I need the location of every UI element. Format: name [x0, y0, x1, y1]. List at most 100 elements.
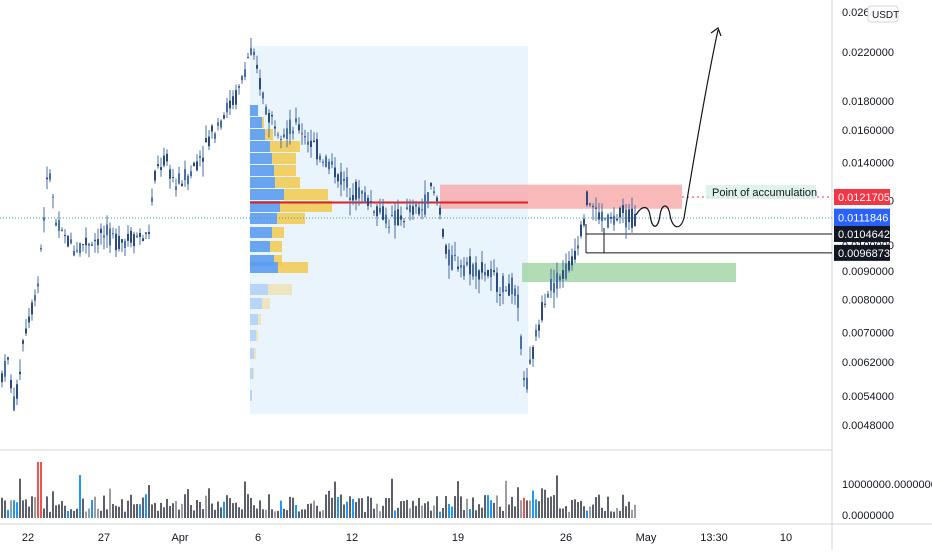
volume-bar — [259, 500, 261, 518]
volume-bar — [49, 511, 51, 518]
volume-bar — [481, 507, 483, 518]
volume-bar — [601, 507, 603, 518]
candle-body — [472, 264, 474, 277]
volume-bar — [103, 495, 105, 518]
candle-body — [343, 179, 345, 181]
volume-bar — [286, 510, 288, 518]
candle-body — [7, 357, 9, 360]
candle-body — [439, 207, 441, 215]
candle-body — [385, 214, 387, 224]
price-label-box — [834, 225, 890, 242]
volume-bar — [40, 462, 42, 518]
candle-body — [43, 217, 45, 221]
volume-bar — [205, 495, 207, 518]
volume-bar — [64, 505, 66, 518]
candle-body — [433, 191, 435, 193]
time-tick-label: Apr — [171, 532, 188, 544]
volume-bar — [331, 497, 333, 518]
price-tick-label: 0.0054000 — [842, 391, 894, 403]
candle-body — [376, 206, 378, 217]
price-label-value: 0.0111846 — [838, 213, 888, 225]
candle-body — [22, 340, 24, 344]
currency-badge[interactable] — [867, 5, 899, 23]
volume-bar — [22, 500, 24, 518]
volume-bar — [328, 490, 330, 518]
candle-body — [1, 373, 3, 383]
candle-body — [316, 139, 318, 160]
candle-body — [28, 316, 30, 323]
candle-body — [541, 302, 543, 321]
candle-body — [631, 208, 633, 228]
candle-body — [373, 211, 375, 213]
volume-bar — [595, 497, 597, 518]
volume-bar — [388, 498, 390, 518]
volume-bar — [436, 496, 438, 518]
candle-body — [529, 359, 531, 364]
candle-body — [217, 122, 219, 126]
volume-bar — [403, 500, 405, 518]
volume-profile-bar — [253, 368, 254, 379]
volume-bar — [571, 500, 573, 518]
candle-body — [118, 235, 120, 249]
candle-body — [451, 255, 453, 270]
volume-bar — [229, 498, 231, 518]
candle-body — [202, 157, 204, 162]
candle-body — [136, 235, 138, 238]
volume-bar — [475, 510, 477, 518]
candle-body — [514, 288, 516, 296]
volume-profile-bar — [250, 177, 275, 188]
candle-body — [430, 182, 432, 187]
volume-bar — [169, 506, 171, 518]
volume-bar — [391, 478, 393, 518]
candle-body — [487, 269, 489, 277]
candle-body — [436, 197, 438, 202]
candle-body — [334, 167, 336, 178]
candle-body — [331, 161, 333, 165]
volume-profile-bar — [280, 201, 332, 212]
volume-bar — [127, 500, 129, 518]
candle-body — [622, 205, 624, 213]
volume-bar — [589, 506, 591, 518]
candle-body — [319, 155, 321, 160]
candle-body — [322, 161, 324, 163]
candle-body — [166, 153, 168, 162]
candle-body — [97, 239, 99, 246]
candle-body — [634, 214, 636, 227]
candle-body — [499, 294, 501, 296]
candle-body — [298, 124, 300, 131]
volume-bar — [322, 510, 324, 518]
volume-bar — [367, 496, 369, 518]
candle-body — [613, 215, 615, 225]
candle-body — [580, 224, 582, 237]
candle-body — [193, 162, 195, 167]
candle-body — [484, 272, 486, 276]
volume-bar — [25, 499, 27, 518]
volume-bar — [256, 508, 258, 518]
price-tick-label: 0.0048000 — [842, 420, 894, 432]
candle-body — [37, 283, 39, 287]
volume-bar — [271, 509, 273, 518]
candle-body — [169, 169, 171, 179]
volume-bar — [460, 496, 462, 518]
volume-bar — [592, 504, 594, 518]
volume-bar — [523, 497, 525, 518]
volume-bar — [142, 497, 144, 518]
volume-bar — [43, 508, 45, 518]
candle-body — [445, 245, 447, 254]
volume-bar — [445, 495, 447, 518]
volume-bar — [268, 494, 270, 518]
volume-bar — [163, 507, 165, 518]
volume-bar — [76, 508, 78, 518]
volume-bar — [553, 494, 555, 518]
volume-bar — [211, 503, 213, 518]
volume-bar — [517, 487, 519, 518]
volume-tick-label: 10000000.0000000 — [842, 479, 932, 491]
volume-bar — [28, 506, 30, 518]
volume-bar — [88, 508, 90, 518]
volume-bar — [586, 510, 588, 518]
candle-body — [583, 218, 585, 226]
volume-bar — [199, 501, 201, 518]
candle-body — [184, 169, 186, 181]
time-tick-label: 13:30 — [700, 532, 728, 544]
